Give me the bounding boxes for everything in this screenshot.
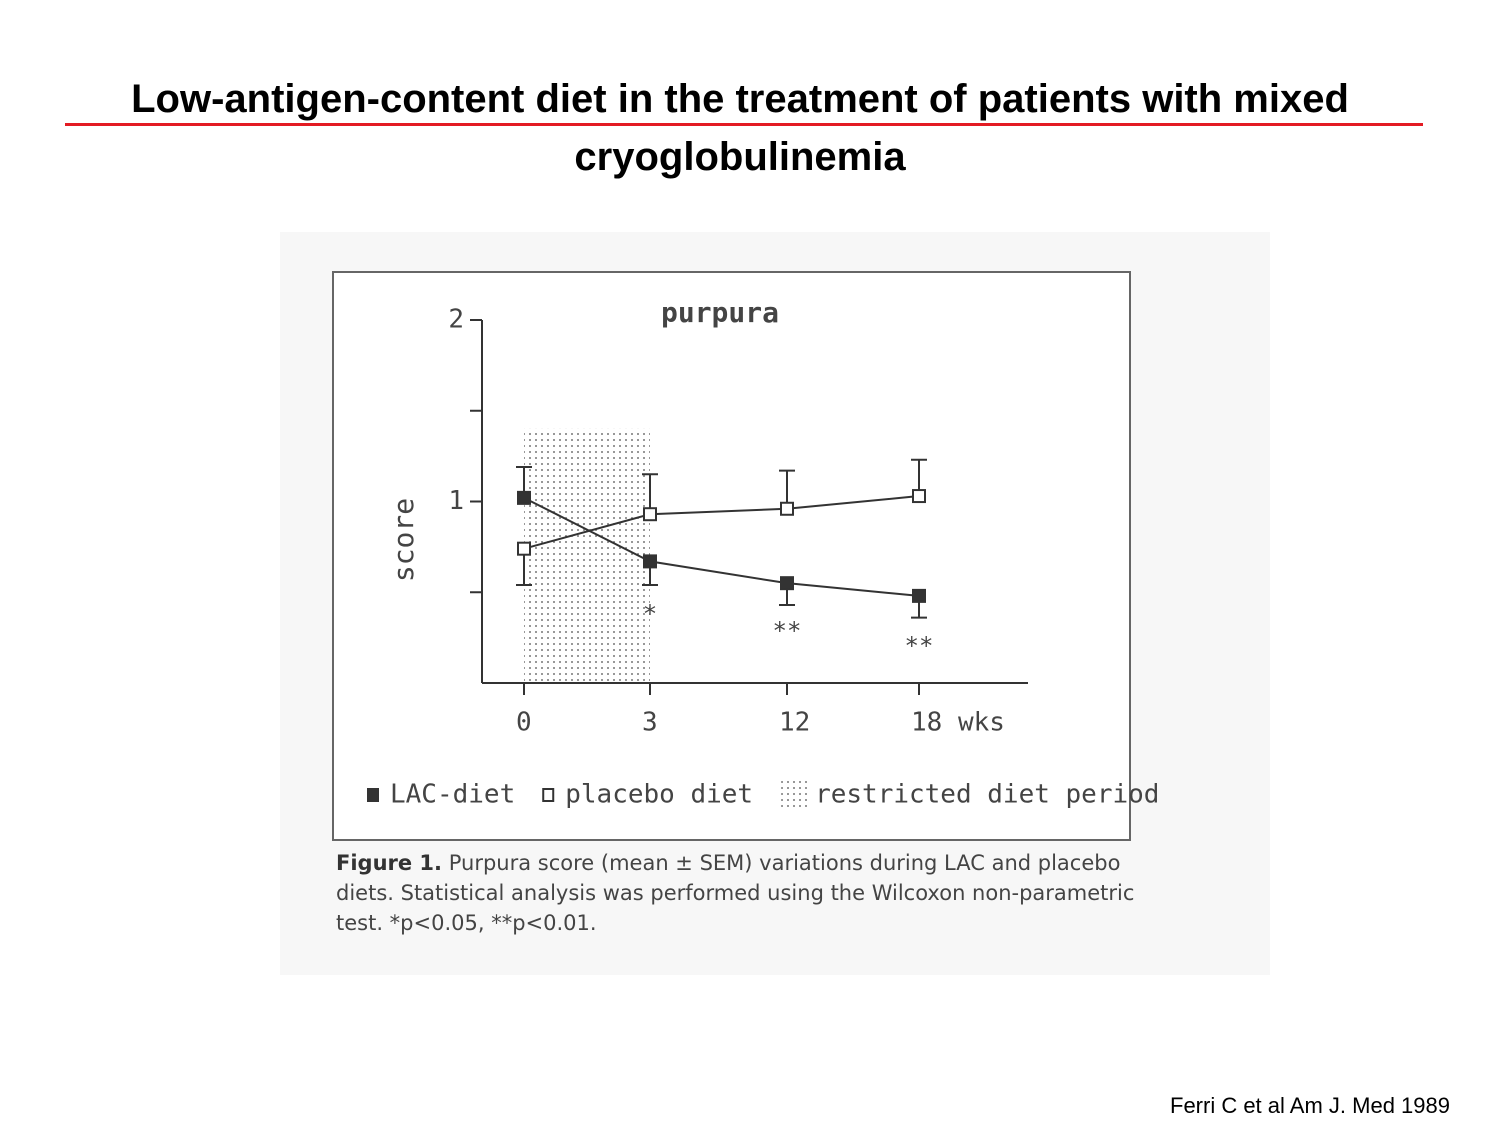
significance-mark: **	[905, 632, 934, 660]
figure-caption: Figure 1. Purpura score (mean ± SEM) var…	[336, 848, 1136, 938]
x-tick-label: 12	[779, 708, 810, 738]
series-line	[523, 496, 920, 597]
significance-mark: *	[643, 600, 657, 628]
title-rule	[65, 123, 1423, 126]
x-tick-label: 18 wks	[911, 708, 1005, 738]
y-tick-label: 2	[448, 305, 464, 335]
legend-label: restricted diet period	[815, 780, 1159, 810]
legend-label: placebo diet	[565, 780, 753, 810]
legend-label: LAC-diet	[390, 780, 515, 810]
slide-title: Low-antigen-content diet in the treatmen…	[131, 77, 1349, 179]
series-line	[523, 495, 920, 550]
y-tick-label: 1	[448, 486, 464, 516]
shaded-region	[524, 428, 650, 683]
data-point	[912, 489, 926, 504]
y-axis-label: score	[387, 498, 420, 582]
data-point	[643, 507, 657, 522]
chart-title: purpura	[661, 296, 779, 329]
caption-label: Figure 1.	[336, 851, 443, 875]
citation: Ferri C et al Am J. Med 1989	[1170, 1093, 1450, 1118]
legend-marker	[781, 779, 808, 811]
data-point	[912, 588, 926, 603]
data-point	[517, 490, 531, 505]
significance-mark: **	[773, 617, 802, 645]
x-tick-label: 3	[642, 708, 658, 738]
data-point	[643, 554, 657, 569]
data-point	[780, 576, 794, 591]
caption-text: Purpura score (mean ± SEM) variations du…	[336, 851, 1135, 935]
x-tick-label: 0	[516, 708, 532, 738]
data-point	[780, 501, 794, 516]
figure-frame	[332, 271, 1131, 841]
legend-marker	[542, 788, 555, 802]
data-point	[517, 541, 531, 556]
legend-marker	[367, 788, 379, 802]
